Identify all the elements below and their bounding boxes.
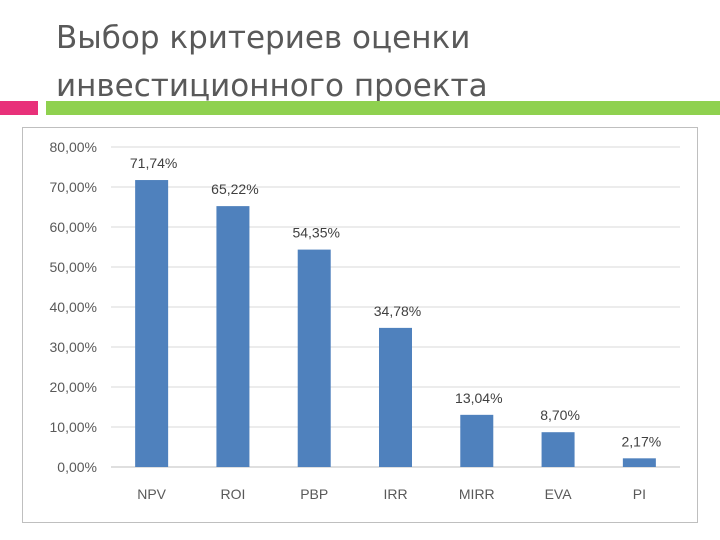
bar-pbp — [297, 249, 331, 467]
y-tick-label: 40,00% — [50, 299, 97, 315]
x-tick-label-eva: EVA — [545, 486, 573, 502]
bars — [135, 180, 656, 468]
bar-roi — [216, 206, 250, 467]
x-tick-label-pbp: PBP — [300, 486, 328, 502]
chart-frame — [22, 127, 698, 523]
data-label-eva: 8,70% — [540, 407, 580, 423]
accent-bar-green — [46, 101, 720, 115]
bar-npv — [135, 180, 169, 468]
x-tick-label-roi: ROI — [220, 486, 245, 502]
x-tick-label-npv: NPV — [137, 486, 166, 502]
data-label-pi: 2,17% — [622, 433, 662, 449]
data-label-mirr: 13,04% — [455, 390, 502, 406]
slide-title: Выбор критериев оценки инвестиционного п… — [56, 14, 696, 110]
data-label-roi: 65,22% — [211, 181, 258, 197]
bar-mirr — [460, 414, 494, 467]
y-tick-label: 50,00% — [50, 259, 97, 275]
y-tick-label: 70,00% — [50, 179, 97, 195]
x-tick-label-irr: IRR — [383, 486, 407, 502]
y-tick-label: 0,00% — [57, 459, 97, 475]
y-tick-label: 30,00% — [50, 339, 97, 355]
y-axis-tick-labels: 0,00% 10,00% 20,00% 30,00% 40,00% 50,00% 60,00… — [50, 139, 97, 475]
y-tick-label: 80,00% — [50, 139, 97, 155]
bar-irr — [379, 327, 412, 467]
y-tick-label: 10,00% — [50, 419, 97, 435]
y-tick-label: 20,00% — [50, 379, 97, 395]
x-tick-label-pi: PI — [633, 486, 646, 502]
x-tick-label-mirr: MIRR — [459, 486, 495, 502]
data-label-irr: 34,78% — [374, 303, 421, 319]
data-label-pbp: 54,35% — [292, 225, 339, 241]
slide-title-line-1: Выбор критериев оценки — [56, 20, 471, 56]
bar-pi — [622, 458, 656, 467]
slide-title-line-2: инвестиционного проекта — [56, 68, 488, 104]
data-labels: 71,74% 65,22% 54,35% 34,78% 13,04% 8,70% 2,17% — [130, 155, 661, 449]
x-axis-tick-labels: NPV ROI PBP IRR MIRR EVA PI — [137, 486, 646, 502]
bar-eva — [541, 432, 575, 467]
gridlines — [111, 146, 680, 468]
accent-bar-pink — [0, 101, 38, 115]
y-tick-label: 60,00% — [50, 219, 97, 235]
data-label-npv: 71,74% — [130, 155, 177, 171]
